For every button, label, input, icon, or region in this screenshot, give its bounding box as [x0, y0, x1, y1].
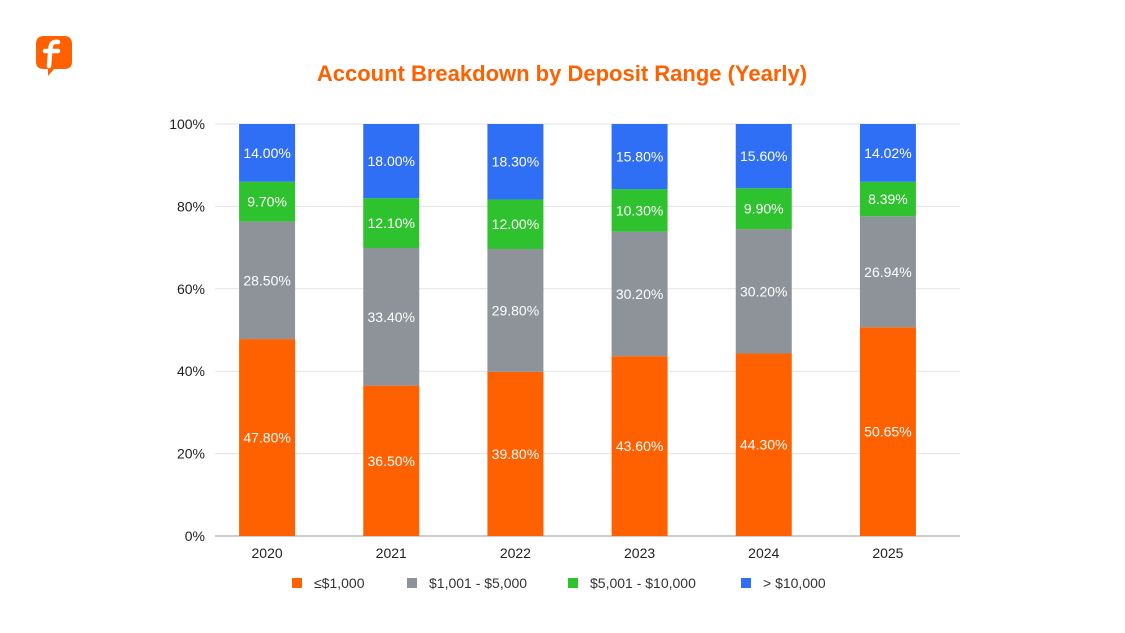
data-label: 15.60% — [740, 148, 787, 164]
data-label: 29.80% — [492, 302, 539, 318]
data-label: 12.00% — [492, 216, 539, 232]
data-label: 36.50% — [368, 453, 415, 469]
x-tick-label: 2023 — [624, 545, 655, 561]
y-tick-label: 80% — [177, 198, 205, 214]
data-label: 47.80% — [243, 430, 290, 446]
bar-segment — [611, 124, 668, 190]
data-label: 18.30% — [492, 154, 539, 170]
bar-segment — [363, 198, 420, 249]
y-tick-label: 0% — [185, 528, 205, 544]
bar-segment — [735, 229, 792, 354]
x-tick-label: 2025 — [872, 545, 903, 561]
bar-segment — [859, 124, 916, 182]
data-label: 10.30% — [616, 202, 663, 218]
legend-swatch — [292, 578, 302, 588]
data-label: 39.80% — [492, 446, 539, 462]
bar-segment — [239, 221, 296, 340]
x-tick-label: 2021 — [376, 545, 407, 561]
data-label: 12.10% — [368, 215, 415, 231]
bar-segment — [363, 385, 420, 536]
bar-segment — [363, 248, 420, 386]
y-tick-label: 60% — [177, 281, 205, 297]
bar-segment — [487, 248, 544, 372]
bar-segment — [239, 124, 296, 182]
data-label: 33.40% — [368, 309, 415, 325]
y-tick-label: 100% — [169, 116, 205, 132]
x-tick-label: 2022 — [500, 545, 531, 561]
data-label: 14.02% — [864, 145, 911, 161]
legend-swatch — [407, 578, 417, 588]
bar-segment — [487, 124, 544, 200]
bar-segment — [363, 124, 420, 199]
legend-label: > $10,000 — [763, 575, 826, 591]
bar-segment — [487, 371, 544, 536]
data-label: 9.90% — [744, 201, 784, 217]
bar-segment — [239, 339, 296, 536]
bar-segment — [859, 327, 916, 536]
bar-segment — [735, 188, 792, 230]
data-label: 15.80% — [616, 149, 663, 165]
legend-swatch — [741, 578, 751, 588]
y-tick-label: 20% — [177, 446, 205, 462]
chart-title: Account Breakdown by Deposit Range (Year… — [317, 61, 807, 86]
bar-segment — [487, 199, 544, 249]
data-label: 44.30% — [740, 437, 787, 453]
bar-segment — [859, 181, 916, 217]
data-label: 50.65% — [864, 424, 911, 440]
bar-segment — [735, 353, 792, 536]
x-tick-label: 2024 — [748, 545, 779, 561]
data-label: 43.60% — [616, 438, 663, 454]
data-label: 26.94% — [864, 264, 911, 280]
brand-logo-icon — [36, 36, 72, 76]
legend-label: $5,001 - $10,000 — [590, 575, 696, 591]
bar-segment — [611, 231, 668, 357]
legend-label: ≤$1,000 — [314, 575, 365, 591]
legend-label: $1,001 - $5,000 — [429, 575, 527, 591]
y-tick-label: 40% — [177, 363, 205, 379]
data-label: 28.50% — [243, 272, 290, 288]
data-label: 9.70% — [247, 194, 287, 210]
data-label: 14.00% — [243, 145, 290, 161]
data-label: 30.20% — [616, 286, 663, 302]
data-label: 30.20% — [740, 283, 787, 299]
x-tick-label: 2020 — [252, 545, 283, 561]
data-label: 8.39% — [868, 191, 908, 207]
bar-segment — [735, 124, 792, 189]
bar-segment — [859, 216, 916, 328]
bar-segment — [611, 356, 668, 536]
legend-swatch — [568, 578, 578, 588]
bar-segment — [239, 181, 296, 222]
bar-segment — [611, 189, 668, 232]
data-label: 18.00% — [368, 153, 415, 169]
